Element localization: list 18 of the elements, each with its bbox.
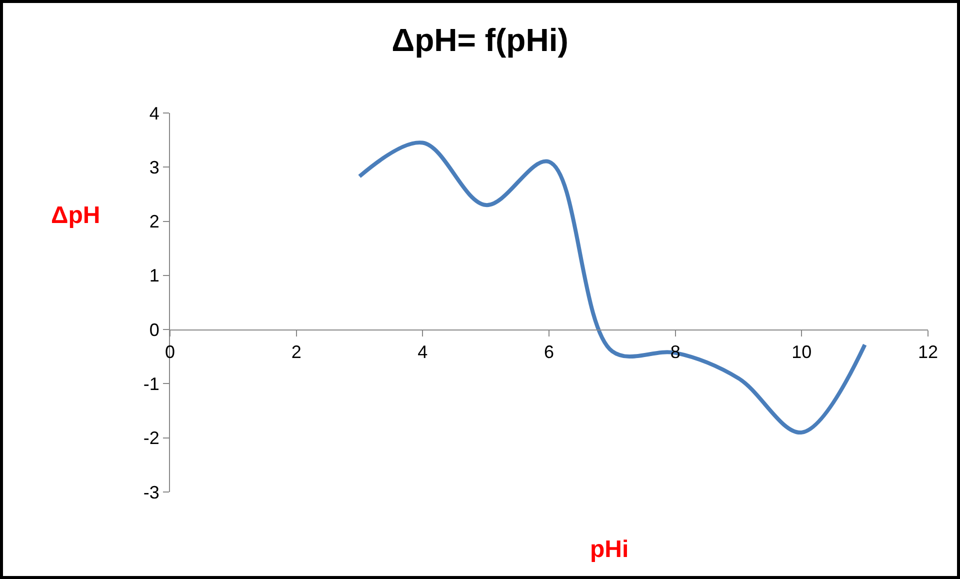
- x-axis-title: pHi: [590, 536, 629, 563]
- x-tick-label: 10: [792, 342, 812, 362]
- x-tick-label: 2: [291, 342, 302, 362]
- y-tick-label: -3: [143, 482, 160, 502]
- y-tick-label: 1: [149, 266, 160, 286]
- y-tick-label: 0: [149, 320, 160, 340]
- x-tick-label: 12: [918, 342, 938, 362]
- chart-title: ΔpH= f(pHi): [392, 22, 568, 58]
- x-tick-label: 0: [164, 342, 176, 362]
- y-tick-label: -2: [143, 428, 160, 448]
- line-series: [358, 140, 867, 434]
- x-tick-label: 4: [418, 342, 428, 362]
- y-axis-title: ΔpH: [51, 202, 100, 229]
- y-tick-label: 3: [149, 157, 160, 178]
- x-tick-label: 6: [544, 342, 554, 362]
- y-tick-label: 2: [149, 212, 160, 232]
- y-tick-label: -1: [143, 374, 160, 394]
- y-tick-label: 4: [149, 103, 160, 124]
